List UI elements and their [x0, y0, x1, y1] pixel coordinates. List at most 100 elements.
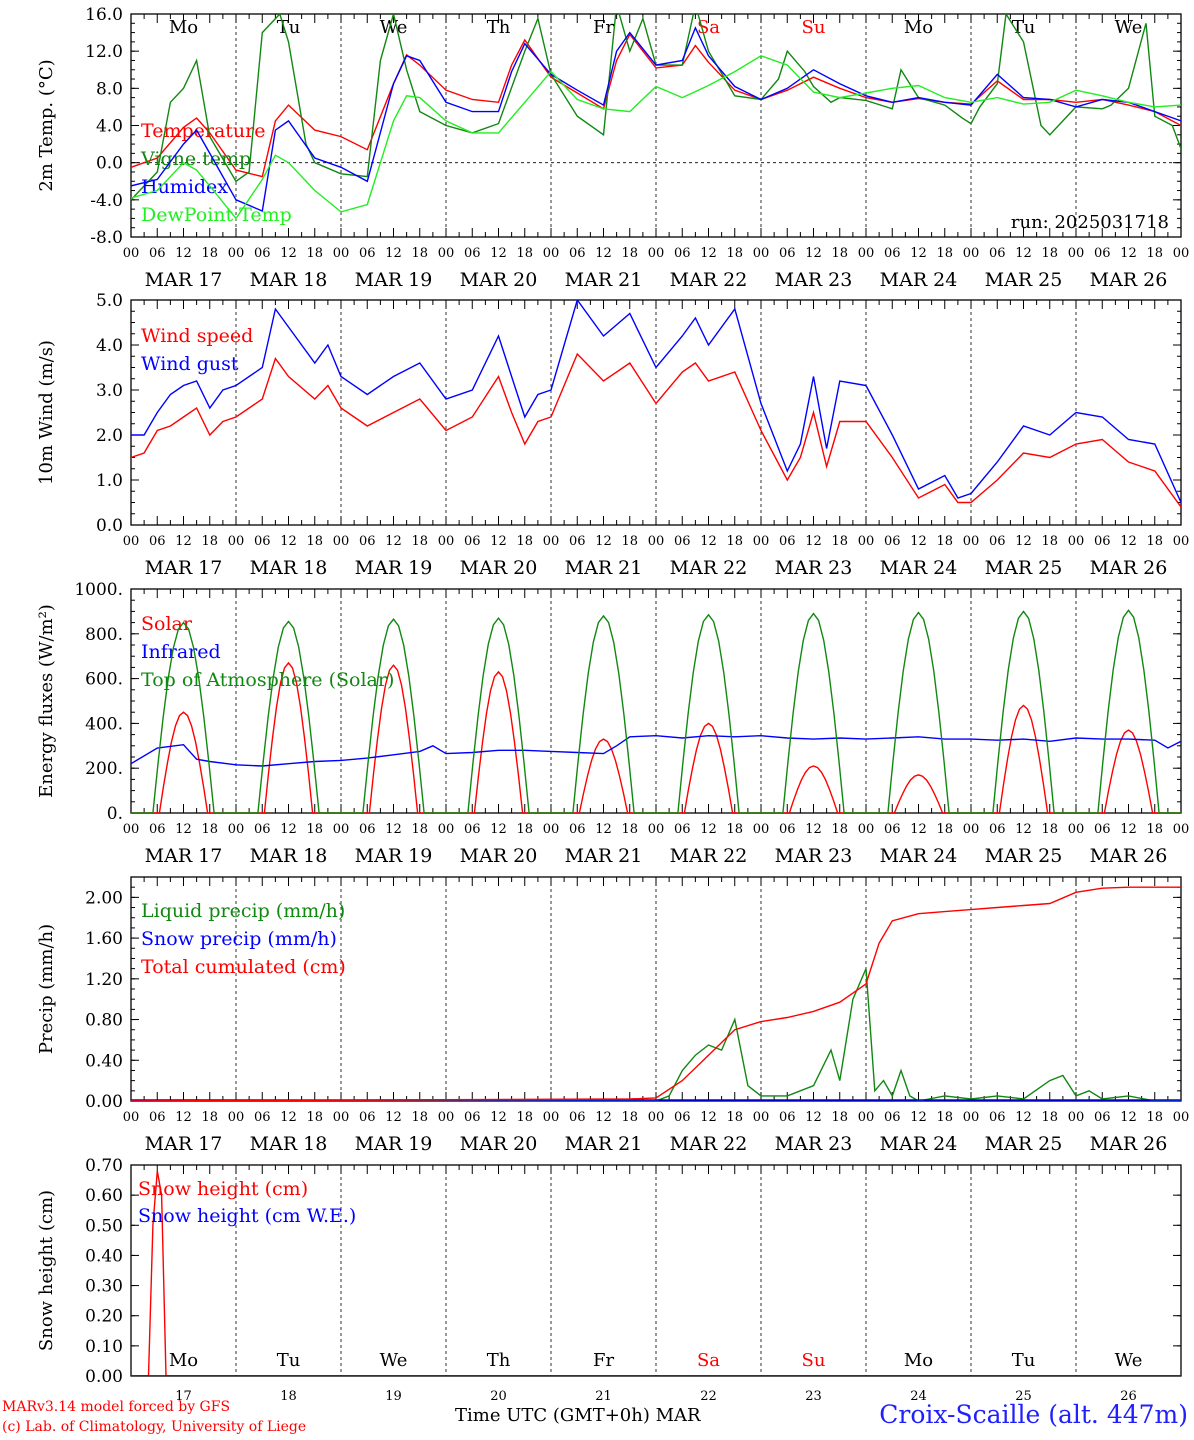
hour-tick-label: 12 — [595, 1110, 612, 1125]
hour-tick-label: 00 — [333, 534, 350, 549]
hour-tick-label: 00 — [1068, 1110, 1085, 1125]
y-axis-label: Energy fluxes (W/m²) — [36, 604, 57, 798]
date-label: MAR 24 — [880, 1133, 958, 1155]
hour-tick-label: 06 — [359, 246, 376, 261]
hour-tick-label: 12 — [385, 822, 402, 837]
hour-tick-label: 00 — [1173, 534, 1190, 549]
bottom-day-number: 18 — [280, 1389, 297, 1404]
date-label: MAR 26 — [1090, 557, 1168, 579]
y-tick-label: 400. — [85, 714, 123, 734]
date-label: MAR 17 — [145, 845, 223, 867]
series-line-2-2 — [131, 300, 1181, 503]
hour-tick-label: 06 — [254, 1110, 271, 1125]
y-tick-label: 0.40 — [85, 1051, 123, 1071]
hour-tick-label: 06 — [674, 534, 691, 549]
hour-tick-label: 18 — [201, 1110, 218, 1125]
date-label: MAR 22 — [670, 557, 748, 579]
day-of-week-label: Mo — [904, 17, 933, 38]
date-label: MAR 17 — [145, 269, 223, 291]
hour-tick-label: 12 — [1015, 1110, 1032, 1125]
hour-tick-label: 06 — [779, 534, 796, 549]
hour-tick-label: 06 — [884, 1110, 901, 1125]
hour-tick-label: 12 — [1120, 1110, 1137, 1125]
date-label: MAR 17 — [145, 1133, 223, 1155]
hour-tick-label: 12 — [1120, 534, 1137, 549]
hour-tick-label: 18 — [621, 246, 638, 261]
hour-tick-label: 00 — [543, 534, 560, 549]
y-tick-label: 1.0 — [96, 471, 123, 491]
hour-tick-label: 18 — [726, 1110, 743, 1125]
date-label: MAR 20 — [460, 845, 538, 867]
hour-tick-label: 00 — [1173, 246, 1190, 261]
day-of-week-label: We — [1115, 17, 1143, 38]
y-tick-label: 16.0 — [85, 5, 123, 25]
series-line-4-1 — [131, 968, 1181, 1101]
hour-tick-label: 12 — [1015, 246, 1032, 261]
hour-tick-label: 00 — [753, 822, 770, 837]
hour-tick-label: 12 — [910, 822, 927, 837]
date-label: MAR 20 — [460, 1133, 538, 1155]
hour-tick-label: 06 — [989, 534, 1006, 549]
hour-tick-label: 18 — [1041, 1110, 1058, 1125]
y-tick-label: 2.0 — [96, 426, 123, 446]
legend-entry: Solar — [141, 613, 193, 635]
legend-entry: Total cumulated (cm) — [141, 956, 346, 978]
hour-tick-label: 00 — [648, 246, 665, 261]
hour-tick-label: 18 — [1146, 822, 1163, 837]
hour-tick-label: 06 — [1094, 1110, 1111, 1125]
date-label: MAR 23 — [775, 845, 853, 867]
panel-2: 0.0 1.0 2.0 3.0 4.0 5.0 10m Wind (m/s) 00 06 12 18… — [36, 291, 1189, 579]
bottom-day-number: 25 — [1015, 1389, 1032, 1404]
y-tick-label: 0.0 — [96, 154, 123, 174]
hour-tick-label: 18 — [936, 534, 953, 549]
y-tick-label: 0.70 — [85, 1156, 123, 1176]
hour-tick-label: 18 — [516, 1110, 533, 1125]
day-of-week-label: Fr — [593, 17, 614, 38]
hour-tick-label: 00 — [858, 246, 875, 261]
hour-tick-label: 06 — [464, 822, 481, 837]
day-of-week-label: We — [380, 1350, 408, 1371]
y-tick-label: 4.0 — [96, 336, 123, 356]
y-tick-label: 0.50 — [85, 1216, 123, 1236]
legend-entry: Wind speed — [141, 325, 253, 347]
hour-tick-label: 00 — [228, 1110, 245, 1125]
bottom-day-number: 17 — [175, 1389, 192, 1404]
hour-tick-label: 18 — [516, 246, 533, 261]
hour-tick-label: 12 — [805, 246, 822, 261]
y-tick-label: 800. — [85, 625, 123, 645]
y-tick-label: -4.0 — [90, 191, 123, 211]
date-label: MAR 24 — [880, 845, 958, 867]
legend-entry: Temperature — [141, 120, 265, 142]
x-axis-title: Time UTC (GMT+0h) MAR — [455, 1405, 701, 1426]
hour-tick-label: 06 — [884, 822, 901, 837]
hour-tick-label: 12 — [910, 1110, 927, 1125]
hour-tick-label: 00 — [1068, 822, 1085, 837]
hour-tick-label: 06 — [569, 1110, 586, 1125]
hour-tick-label: 18 — [1146, 1110, 1163, 1125]
date-label: MAR 26 — [1090, 845, 1168, 867]
hour-tick-label: 18 — [621, 534, 638, 549]
hour-tick-label: 06 — [149, 534, 166, 549]
hour-tick-label: 18 — [411, 1110, 428, 1125]
legend-entry: Vigne temp — [140, 148, 251, 170]
station-name: Croix-Scaille (alt. 447m) — [879, 1400, 1188, 1429]
panel-frame — [130, 299, 1182, 526]
hour-tick-label: 00 — [438, 534, 455, 549]
hour-tick-label: 12 — [280, 246, 297, 261]
bottom-day-number: 20 — [490, 1389, 507, 1404]
y-tick-label: 0.0 — [96, 516, 123, 536]
y-tick-label: 0.10 — [85, 1337, 123, 1357]
hour-tick-label: 06 — [149, 822, 166, 837]
hour-tick-label: 00 — [333, 822, 350, 837]
series-line-3-1 — [131, 661, 1181, 813]
hour-tick-label: 06 — [674, 1110, 691, 1125]
panel-3: 0. 200. 400. 600. 800. 1000. Energy fluxes (W/… — [36, 580, 1189, 867]
date-label: MAR 21 — [565, 845, 643, 867]
hour-tick-label: 00 — [753, 246, 770, 261]
hour-tick-label: 18 — [936, 246, 953, 261]
y-tick-label: 2.00 — [85, 888, 123, 908]
date-label: MAR 25 — [985, 845, 1063, 867]
y-tick-label: 0.00 — [85, 1092, 123, 1112]
hour-tick-label: 18 — [936, 1110, 953, 1125]
hour-tick-label: 12 — [175, 822, 192, 837]
